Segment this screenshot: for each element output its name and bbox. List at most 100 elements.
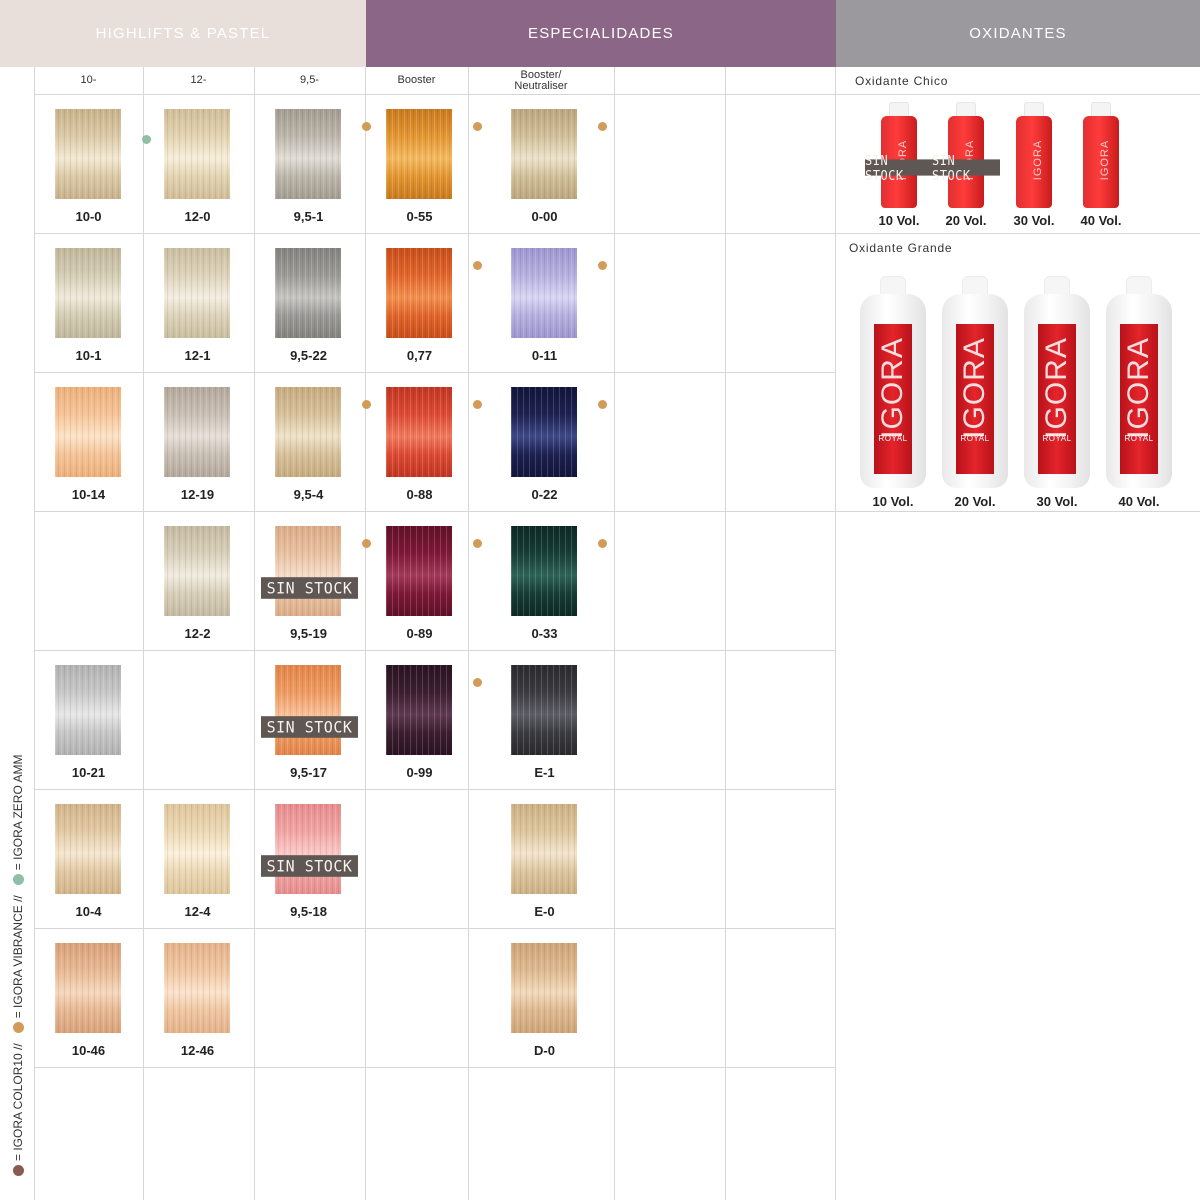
bottle-subbrand: ROYAL <box>878 434 908 443</box>
swatch-cell: E-1 <box>490 651 599 789</box>
bottle-brand: IGORA <box>1040 337 1073 439</box>
bottle-label <box>956 324 994 474</box>
vibrance-dot <box>598 400 607 409</box>
swatch-cell: 9,5-4 <box>254 373 371 511</box>
grid-line <box>34 67 35 1200</box>
header-especialidades: ESPECIALIDADES <box>366 0 836 67</box>
vibrance-dot <box>473 400 482 409</box>
hair-swatch <box>275 387 341 477</box>
grid-line <box>836 233 1200 234</box>
legend-text: = IGORA COLOR10 // = IGORA VIBRANCE // =… <box>11 755 25 1176</box>
bottle-body <box>1083 116 1119 208</box>
swatch-cell: E-0 <box>490 790 599 928</box>
swatch-code: 9,5-17 <box>290 765 327 780</box>
swatch-cell: 12-19 <box>143 373 252 511</box>
swatch-code: 10-46 <box>71 1043 106 1058</box>
swatch-code: 9,5-18 <box>290 904 327 919</box>
hair-swatch <box>55 943 121 1033</box>
swatch-code: 0-33 <box>531 626 558 641</box>
vibrance-dot <box>362 122 371 131</box>
hair-swatch <box>55 665 121 755</box>
hair-swatch <box>164 526 230 616</box>
grid-line <box>365 67 366 1200</box>
large-developer-bottle: IGORA ROYAL <box>1024 276 1090 488</box>
swatch-cell: 12-1 <box>143 234 252 372</box>
swatch-code: 10-4 <box>75 904 102 919</box>
hair-swatch <box>386 526 452 616</box>
header-highlifts: HIGHLIFTS & PASTEL <box>0 0 366 67</box>
swatch-code: 9,5-19 <box>290 626 327 641</box>
bottle-label <box>1038 324 1076 474</box>
grid-line <box>34 650 835 651</box>
swatch-cell: 10-0 <box>34 95 151 233</box>
hair-swatch <box>386 248 452 338</box>
swatch-cell: 0-22 <box>490 373 607 511</box>
swatch-code: 10-21 <box>71 765 106 780</box>
subheader-booster: Booster <box>397 74 436 86</box>
swatch-code: 0-55 <box>406 209 433 224</box>
swatch-code: 12-4 <box>184 904 211 919</box>
subheader-9-5: 9,5- <box>300 74 319 86</box>
zero-amm-dot <box>12 874 24 886</box>
swatch-cell: 0,77 <box>365 234 482 372</box>
small-bottle-label: 40 Vol. <box>1080 213 1122 228</box>
swatch-code: 10-0 <box>75 209 102 224</box>
large-bottle-label: 30 Vol. <box>1036 494 1078 509</box>
bottle-label <box>1120 324 1158 474</box>
swatch-code: 12-2 <box>184 626 211 641</box>
small-bottle-label: 20 Vol. <box>945 213 987 228</box>
swatch-code: 0-11 <box>531 348 558 363</box>
grid-line <box>143 67 144 1200</box>
swatch-code: E-1 <box>534 765 555 780</box>
sin-stock-badge: SIN STOCK <box>932 152 1000 183</box>
header-oxidantes: OXIDANTES <box>836 0 1200 67</box>
legend-vibrance: = IGORA VIBRANCE // <box>11 895 25 1019</box>
swatch-cell: 10-4 <box>34 790 143 928</box>
bottle-subbrand: ROYAL <box>1042 434 1072 443</box>
sin-stock-badge: SIN STOCK <box>865 152 933 183</box>
grid-line <box>614 67 615 1200</box>
large-developer-bottle: IGORA ROYAL <box>1106 276 1172 488</box>
large-developer-bottle: IGORA ROYAL <box>942 276 1008 488</box>
subheader-10: 10- <box>80 74 97 86</box>
grid-line <box>836 511 1200 512</box>
swatch-cell: 10-46 <box>34 929 143 1067</box>
grid-line <box>725 67 726 1200</box>
swatch-cell: D-0 <box>490 929 599 1067</box>
subheader-12: 12- <box>190 74 207 86</box>
vibrance-dot <box>12 1022 24 1034</box>
swatch-code: 9,5-22 <box>290 348 327 363</box>
swatch-code: 0-89 <box>406 626 433 641</box>
hair-swatch <box>164 804 230 894</box>
swatch-code: 0,77 <box>406 348 433 363</box>
hair-swatch <box>164 248 230 338</box>
swatch-code: 9,5-4 <box>293 487 324 502</box>
vibrance-dot <box>362 539 371 548</box>
vibrance-dot <box>473 678 482 687</box>
hair-swatch <box>164 109 230 199</box>
hair-swatch <box>55 109 121 199</box>
grid-line <box>34 233 835 234</box>
swatch-code: 12-0 <box>184 209 211 224</box>
bottle-brand: IGORA <box>958 337 991 439</box>
bottle-subbrand: ROYAL <box>960 434 990 443</box>
swatch-cell: 0-88 <box>365 373 482 511</box>
grid-line <box>34 928 835 929</box>
grid-line <box>34 1067 835 1068</box>
grid-line <box>34 372 835 373</box>
swatch-code: 9,5-1 <box>293 209 324 224</box>
hair-swatch <box>275 526 341 616</box>
grid-line <box>836 94 1200 95</box>
swatch-cell: SIN STOCK 9,5-17 <box>254 651 363 789</box>
swatch-code: 10-14 <box>71 487 106 502</box>
vibrance-dot <box>598 539 607 548</box>
bottle-body <box>1016 116 1052 208</box>
large-developer-bottle: IGORA ROYAL <box>860 276 926 488</box>
header-especialidades-label: ESPECIALIDADES <box>527 25 674 42</box>
vibrance-dot <box>473 261 482 270</box>
swatch-cell: 10-14 <box>34 373 143 511</box>
legend-color10: = IGORA COLOR10 // <box>11 1043 25 1161</box>
large-bottle-label: 10 Vol. <box>872 494 914 509</box>
swatch-cell: 0-55 <box>365 95 482 233</box>
oxidante-chico-title: Oxidante Chico <box>855 74 949 88</box>
